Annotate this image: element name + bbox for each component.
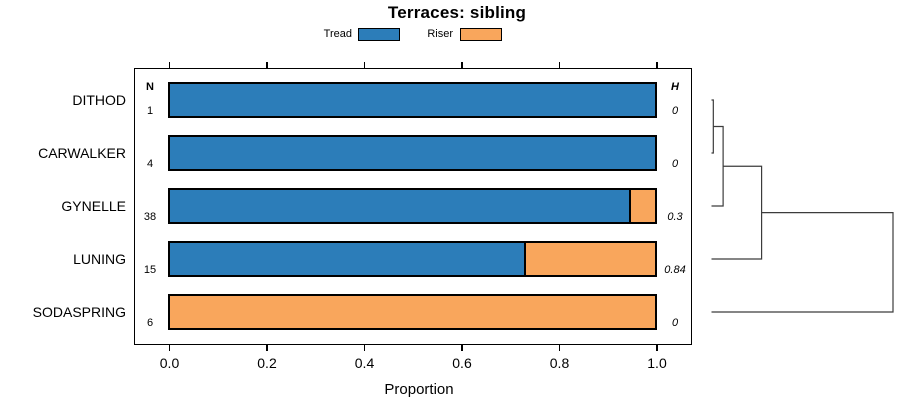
x-tick-mark — [558, 62, 561, 68]
bar-segment-riser — [168, 294, 657, 330]
bar-segment-tread — [168, 241, 526, 277]
bar-segment-riser — [629, 188, 657, 224]
stacked-bar — [168, 188, 657, 224]
legend-label-riser: Riser — [427, 28, 453, 40]
stacked-bar — [168, 294, 657, 330]
x-tick-mark — [656, 62, 658, 68]
category-label: CARWALKER — [38, 145, 126, 161]
n-value: 15 — [143, 264, 157, 276]
n-column-header: N — [146, 81, 154, 93]
x-tick-label: 0.4 — [354, 355, 375, 371]
stacked-bar — [168, 82, 657, 118]
h-value: 0 — [671, 105, 679, 117]
bar-segment-riser — [524, 241, 657, 277]
stacked-bar — [168, 135, 657, 171]
n-value: 6 — [146, 317, 154, 329]
x-tick-label: 0.2 — [257, 355, 277, 371]
x-tick-mark — [461, 62, 463, 68]
x-tick-mark — [168, 62, 171, 68]
x-tick-label: 1.0 — [647, 355, 667, 371]
category-label: GYNELLE — [61, 198, 126, 214]
bar-segment-tread — [168, 135, 657, 171]
stacked-bar — [168, 241, 657, 277]
bar-segment-tread — [168, 82, 657, 118]
dendrogram — [711, 99, 894, 313]
x-tick-mark — [266, 345, 268, 351]
x-tick-mark — [656, 345, 658, 351]
x-tick-mark — [461, 345, 463, 351]
x-tick-mark — [168, 345, 171, 351]
h-column-header: H — [671, 81, 679, 93]
chart-title: Terraces: sibling — [387, 3, 527, 22]
x-tick-label: 0.8 — [549, 355, 570, 371]
dendrogram-branch — [711, 165, 763, 260]
legend-swatch-tread — [358, 28, 400, 41]
n-value: 38 — [143, 211, 157, 223]
h-value: 0.84 — [664, 264, 686, 276]
h-value: 0 — [671, 158, 679, 170]
legend-label-tread: Tread — [323, 28, 352, 40]
legend-swatch-riser — [460, 28, 502, 41]
category-label: DITHOD — [72, 92, 126, 108]
n-value: 4 — [146, 158, 154, 170]
bar-segment-tread — [168, 188, 631, 224]
h-value: 0.3 — [667, 211, 683, 223]
x-tick-mark — [363, 62, 366, 68]
x-tick-mark — [363, 345, 366, 351]
x-tick-mark — [558, 345, 561, 351]
x-tick-mark — [266, 62, 268, 68]
category-label: LUNING — [73, 251, 126, 267]
x-tick-label: 0.0 — [159, 355, 180, 371]
dendrogram-branch — [711, 99, 714, 154]
h-value: 0 — [671, 317, 679, 329]
category-label: SODASPRING — [32, 304, 126, 320]
dendrogram-branch — [711, 212, 894, 313]
x-tick-label: 0.6 — [452, 355, 472, 371]
n-value: 1 — [146, 105, 154, 117]
x-axis-title: Proportion — [384, 381, 454, 398]
